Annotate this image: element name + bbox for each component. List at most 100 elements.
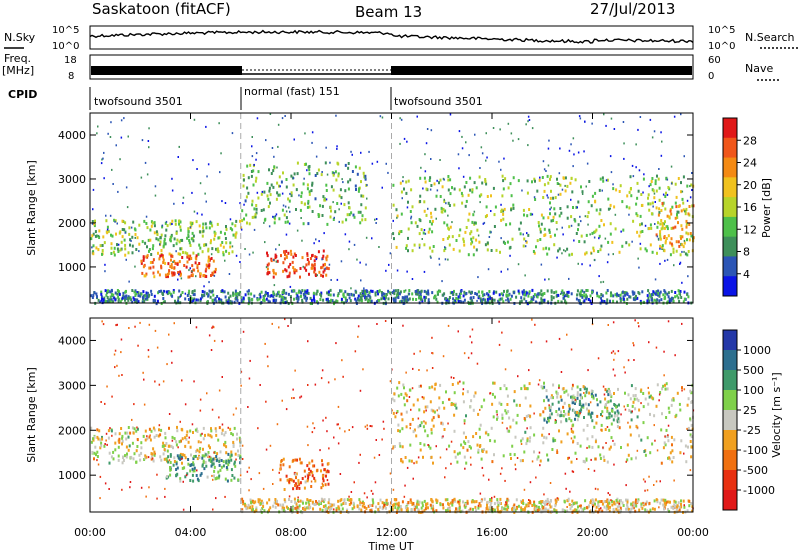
power-cells-cell bbox=[639, 247, 642, 251]
power-cells-cell bbox=[283, 213, 286, 217]
vel-cells-cell bbox=[619, 506, 622, 510]
power-cells-cell bbox=[308, 190, 311, 194]
vel-cells-cell bbox=[405, 410, 408, 414]
power-cells-cell bbox=[687, 212, 690, 216]
power-cells-cell bbox=[687, 232, 690, 236]
vel-cells-cell bbox=[306, 479, 309, 483]
power-cells-cell bbox=[137, 294, 140, 298]
vel-cells-noise bbox=[105, 439, 107, 442]
power-cells-cell bbox=[101, 297, 103, 301]
power-cells-cell bbox=[97, 248, 100, 252]
power-cells-cell bbox=[222, 245, 225, 249]
power-cells-noise bbox=[657, 238, 660, 241]
power-cells-cell bbox=[106, 225, 109, 229]
power-cells-cell bbox=[159, 240, 162, 244]
vel-cells-noise bbox=[442, 435, 444, 438]
power-cells-cell bbox=[394, 299, 397, 303]
power-cells-cell bbox=[296, 297, 299, 301]
power-cells-cell bbox=[161, 292, 164, 296]
vel-cells-cell bbox=[480, 457, 483, 461]
power-cells-cell bbox=[523, 293, 526, 297]
power-cells-cell bbox=[263, 299, 266, 303]
vel-cells-cell bbox=[648, 395, 651, 399]
power-cells-cell bbox=[467, 300, 470, 304]
vel-cells-cell bbox=[651, 507, 654, 511]
vel-cells-cell bbox=[108, 461, 111, 465]
power-cells-cell bbox=[570, 176, 573, 180]
vel-cells-noise bbox=[147, 349, 150, 352]
power-cells-cell bbox=[557, 249, 560, 253]
power-cells-cell bbox=[410, 188, 413, 192]
vel-cells-cell bbox=[297, 481, 300, 485]
power-cells-cell bbox=[626, 297, 629, 301]
power-cells-cell bbox=[465, 181, 468, 184]
power-cells-cell bbox=[316, 172, 319, 175]
vel-cells-cell bbox=[540, 385, 543, 389]
vel-cells-cell bbox=[517, 504, 520, 508]
power-cells-cell bbox=[422, 231, 425, 235]
power-cells-cell bbox=[497, 299, 500, 303]
power-cells-cell bbox=[507, 300, 510, 304]
power-cells-cell bbox=[362, 291, 364, 295]
vel-cells-noise bbox=[531, 318, 533, 321]
power-cells-cell bbox=[656, 251, 658, 255]
vel-cells-cell bbox=[308, 467, 311, 471]
vel-cells-cell bbox=[638, 508, 641, 512]
power-cells-cell bbox=[512, 176, 515, 180]
vel-cells-cell bbox=[615, 405, 618, 409]
vel-cells-cell bbox=[606, 500, 609, 503]
power-cells-cell bbox=[278, 193, 281, 197]
power-cells-cell bbox=[340, 289, 343, 293]
power-cells-cell bbox=[275, 255, 278, 258]
vel-cells-cell bbox=[237, 449, 239, 453]
vel-cells-cell bbox=[574, 402, 576, 405]
power-cells-cell bbox=[366, 290, 369, 294]
power-cells-cell bbox=[307, 201, 310, 205]
power-cells-cell bbox=[452, 247, 455, 251]
power-cells-cell bbox=[384, 294, 387, 298]
vel-cells-cell bbox=[480, 499, 483, 503]
power-cells-cell bbox=[661, 203, 664, 207]
power-cells-noise bbox=[681, 250, 683, 253]
vel-cells-cell bbox=[472, 507, 474, 511]
power-cells-noise bbox=[340, 260, 343, 263]
vel-cells-cell bbox=[616, 414, 619, 418]
power-cells-noise bbox=[338, 208, 340, 211]
power-cells-noise bbox=[224, 202, 227, 204]
power-cells-cell bbox=[676, 294, 679, 298]
power-cells-noise bbox=[107, 132, 109, 135]
power-cells-cell bbox=[153, 224, 156, 228]
vel-cells-cell bbox=[465, 414, 467, 418]
power-cells-cell bbox=[193, 289, 196, 293]
power-cells-cell bbox=[312, 264, 315, 268]
vel-cells-cell bbox=[672, 398, 675, 402]
power-cells-cell bbox=[644, 247, 647, 251]
power-cells-cell bbox=[229, 226, 232, 230]
power-cells-cell bbox=[641, 230, 644, 233]
date-title: 27/Jul/2013 bbox=[590, 0, 675, 18]
vel-cells-cell bbox=[527, 414, 530, 417]
power-cells-noise bbox=[410, 215, 413, 218]
vel-cells-cell bbox=[470, 446, 472, 450]
power-cells-noise bbox=[526, 232, 528, 235]
vel-cells-cell bbox=[453, 413, 456, 417]
power-cells-cell bbox=[440, 206, 443, 210]
vel-cells-cell bbox=[576, 385, 579, 389]
power-cells-cell bbox=[116, 243, 118, 247]
power-cells-cell bbox=[660, 227, 663, 231]
power-cells-cell bbox=[331, 171, 334, 175]
power-cells-noise bbox=[547, 164, 550, 167]
vel-cells-cell bbox=[574, 399, 576, 403]
power-cells-noise bbox=[178, 145, 180, 148]
power-cells-noise bbox=[400, 118, 403, 121]
vel-cells-cell bbox=[216, 452, 219, 456]
power-cells-cell bbox=[657, 177, 660, 181]
vel-cells-cell bbox=[443, 406, 446, 410]
power-cells-cell bbox=[216, 295, 219, 298]
vel-cells-noise bbox=[612, 368, 615, 371]
vel-cells-cell bbox=[588, 391, 591, 395]
power-cells-cell bbox=[182, 250, 184, 254]
vel-cells-cell bbox=[605, 507, 608, 511]
power-cells-noise bbox=[576, 206, 578, 209]
